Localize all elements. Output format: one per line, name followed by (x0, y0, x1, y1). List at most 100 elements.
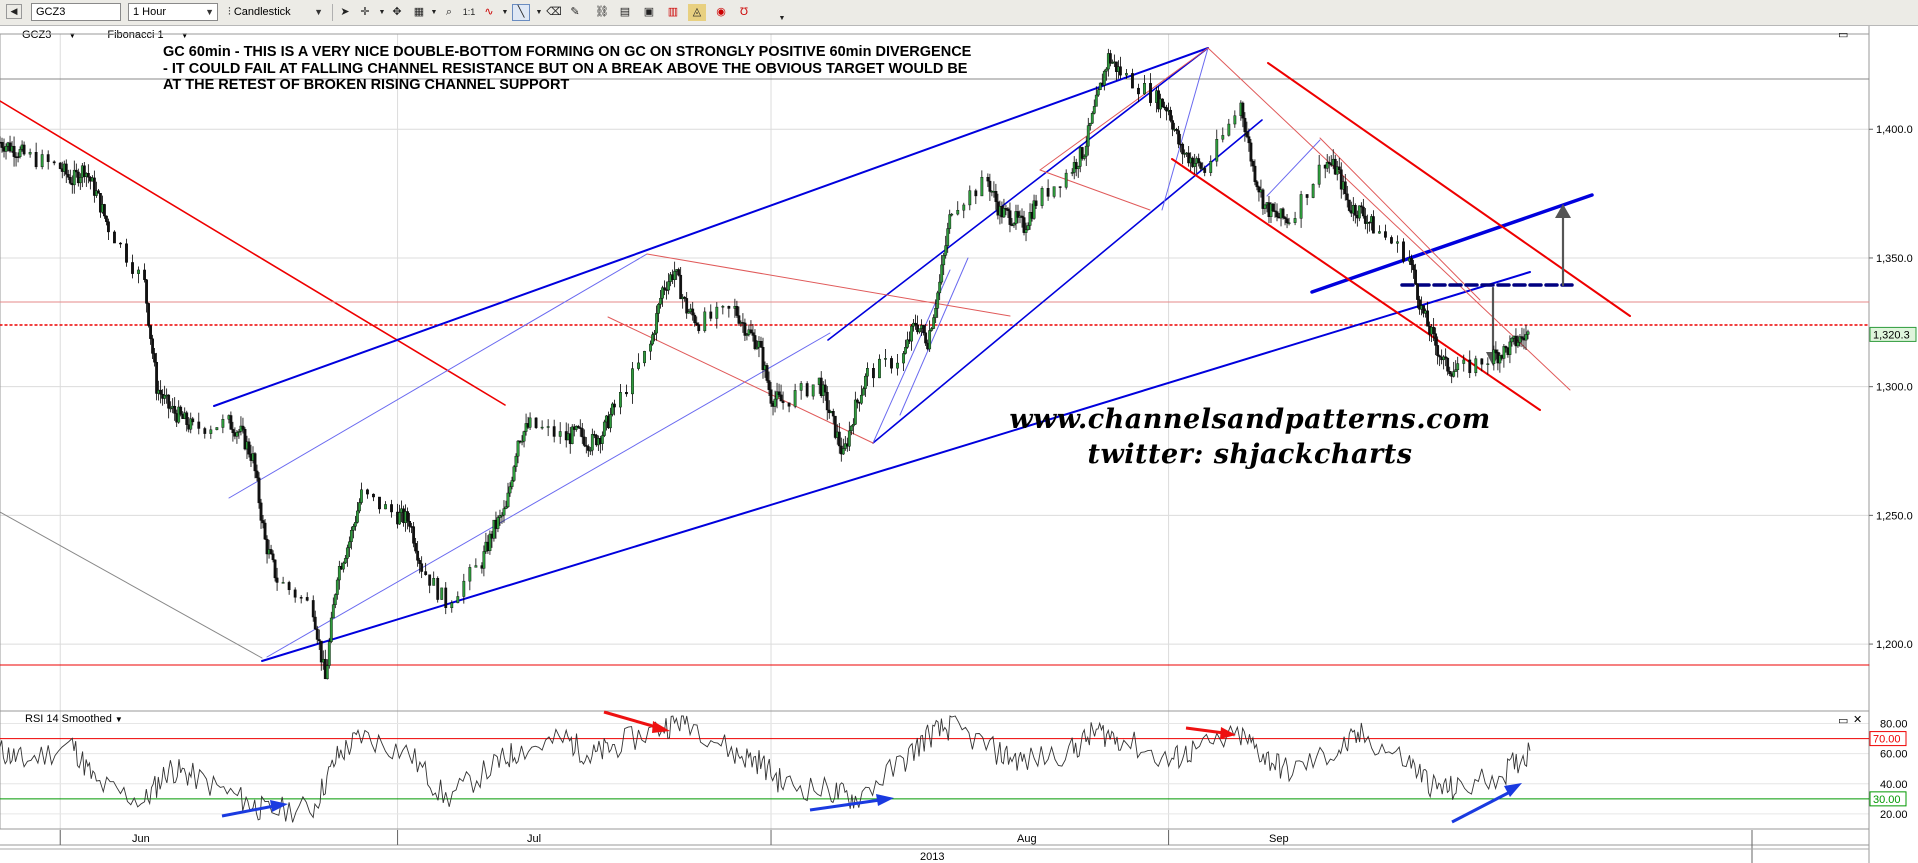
alert-icon[interactable]: ▥ (667, 6, 679, 18)
candle-body (1131, 73, 1134, 89)
zoom-icon[interactable]: ⌕ (445, 6, 453, 18)
chart-style-icon[interactable]: ∿ (484, 6, 494, 18)
interval-text: 1 Hour (133, 6, 167, 18)
candle-body (1402, 241, 1405, 262)
eraser-icon[interactable]: ⌫ (546, 6, 562, 18)
candle-body (4, 146, 8, 152)
candle-body (863, 375, 867, 389)
candle-body (255, 470, 259, 479)
candle-body (853, 399, 857, 425)
candle-body (1092, 106, 1096, 114)
pan-icon[interactable]: ✥ (392, 6, 402, 18)
candle-body (275, 577, 279, 583)
candle-body (1357, 205, 1361, 219)
instrument-selector[interactable]: GCZ3 ▼ (22, 29, 90, 41)
candle-body (1337, 166, 1341, 170)
candle-body (924, 332, 928, 344)
study-label: Fibonacci 1 (107, 29, 164, 41)
candle-body (1203, 168, 1207, 173)
candle-body (866, 368, 869, 377)
properties-icon[interactable]: ▣ (643, 6, 655, 18)
close-rsi-pane-icon[interactable]: ✕ (1853, 714, 1863, 726)
candle-body (683, 296, 687, 299)
candle-body (1384, 231, 1387, 238)
flag-lower-line (1039, 169, 1151, 211)
candle-body (691, 308, 695, 316)
grid-icon[interactable]: ▦ (413, 6, 425, 18)
candle-body (1046, 188, 1050, 197)
one-to-one-icon[interactable]: 1:1 (462, 7, 476, 17)
candle-body (1474, 358, 1478, 374)
candle-body (580, 428, 584, 438)
candle-body (1510, 338, 1514, 343)
chevron-down-icon[interactable]: ▼ (778, 15, 786, 22)
link-icon[interactable]: ⛓ (595, 6, 609, 18)
candle-body (153, 353, 157, 363)
candle-body (755, 347, 759, 350)
color-icon[interactable]: ◬ (688, 4, 706, 21)
chevron-down-icon[interactable]: ▼ (535, 9, 543, 16)
candle-body (1480, 358, 1484, 365)
sound-icon[interactable]: ◉ (716, 6, 726, 18)
rsi-indicator-label[interactable]: RSI 14 Smoothed ▼ (25, 713, 123, 725)
candle-body (956, 210, 960, 215)
candle-body (28, 152, 32, 155)
cursor-arrow-icon[interactable]: ➤ (340, 6, 350, 18)
price-chart[interactable]: 1,200.0 1,250.0 1,300.0 1,350.0 1,400.0 1,320… (0, 26, 1918, 863)
candle-body (40, 154, 44, 168)
settings-icon[interactable]: ✎ (570, 6, 580, 18)
steep-channel-lower (872, 119, 1263, 444)
candle-body (1343, 181, 1347, 195)
micro-channel-4 (1266, 139, 1321, 197)
candle-body (18, 149, 22, 157)
candle-body (619, 392, 622, 408)
rsi-line (0, 715, 1531, 823)
instrument-toggle-icon[interactable]: ◀ (6, 4, 22, 19)
candle-body (649, 343, 652, 352)
interval-select[interactable]: 1 Hour ▼ (128, 3, 218, 21)
candle-body (833, 415, 837, 438)
candle-body (980, 177, 984, 197)
candle-body (1293, 218, 1297, 223)
template-icon[interactable]: ▤ (619, 6, 631, 18)
chevron-down-icon: ▼ (180, 31, 189, 40)
candle-body (1227, 123, 1231, 136)
candle-body (872, 368, 875, 379)
chevron-down-icon[interactable]: ▼ (430, 9, 438, 16)
study-selector[interactable]: Fibonacci 1 ▼ (107, 29, 202, 41)
watermark-twitter: twitter: shjackcharts (1087, 439, 1413, 470)
maximize-pane-icon[interactable]: ▭ (1838, 29, 1849, 41)
crosshair-icon[interactable]: ✛ (360, 6, 370, 18)
candle-body (203, 428, 207, 434)
candle-body (761, 347, 765, 370)
candle-body (1285, 218, 1289, 224)
candle-body (1422, 305, 1425, 314)
candle-body (462, 580, 466, 597)
rsi-reference-label: 30.00 (1873, 794, 1901, 806)
target-arrow-icon (1555, 204, 1571, 218)
line-tool-icon[interactable]: ╲ (512, 4, 530, 21)
chart-type-select[interactable]: ⫶ Candlestick ▼ (223, 3, 327, 21)
candle-body (520, 440, 524, 443)
symbol-input[interactable]: GCZ3 (31, 3, 121, 21)
candle-body (159, 389, 163, 395)
unit-icon[interactable]: Ʊ (739, 6, 749, 18)
candle-body (1452, 371, 1456, 377)
candle-body (1088, 122, 1092, 126)
maximize-rsi-pane-icon[interactable]: ▭ (1838, 715, 1849, 727)
candle-body (1102, 70, 1106, 86)
falling-channel-inner (1207, 47, 1571, 391)
chart-type-text: Candlestick (233, 6, 291, 18)
candle-body (1020, 215, 1024, 218)
broken-support-extension (1310, 193, 1594, 294)
candle-body (590, 434, 594, 451)
chevron-down-icon[interactable]: ▼ (378, 9, 386, 16)
candle-body (1028, 212, 1032, 226)
chevron-down-icon[interactable]: ▼ (501, 9, 509, 16)
candle-body (197, 421, 201, 429)
rsi-tick-label: 60.00 (1880, 749, 1908, 761)
steep-channel-upper (827, 47, 1209, 341)
candle-body (592, 434, 596, 436)
candle-body (769, 389, 773, 404)
month-tick-label: Jul (527, 833, 541, 845)
